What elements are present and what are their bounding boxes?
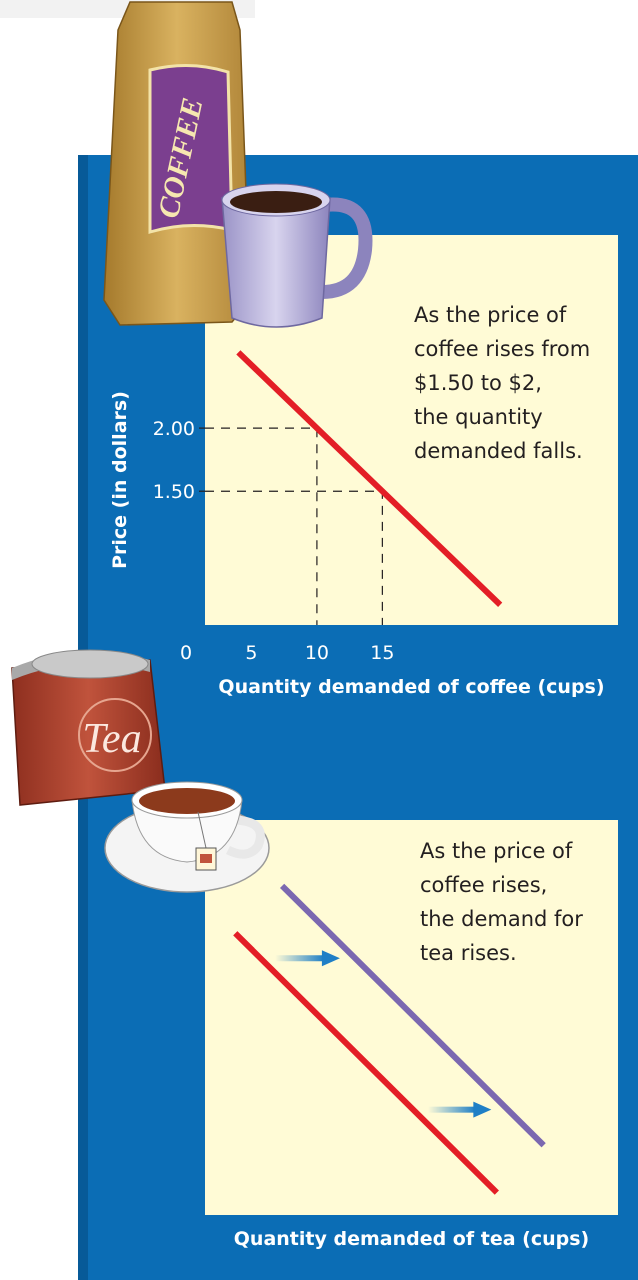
annotation: the quantity bbox=[414, 405, 543, 429]
tea-illustration: Tea bbox=[11, 649, 270, 893]
annotation: $1.50 to $2, bbox=[414, 371, 542, 395]
chart-layer: 1.50 2.00 0 5 10 15 As the price of coffee rise… bbox=[109, 303, 605, 1250]
x-tick-label: 0 bbox=[180, 642, 192, 664]
arrow-shaft bbox=[428, 1106, 476, 1113]
x-axis-title: Quantity demanded of coffee (cups) bbox=[218, 676, 604, 698]
coffee-illustration: COFFEE bbox=[103, 1, 373, 328]
y-tick-label: 1.50 bbox=[153, 481, 195, 503]
tin-label: Tea bbox=[82, 716, 141, 762]
annotation: As the price of bbox=[420, 839, 573, 863]
arrow-head bbox=[473, 1101, 492, 1118]
annotation: demanded falls. bbox=[414, 439, 583, 463]
y-axis-title: Price (in dollars) bbox=[109, 391, 131, 569]
annotation: the demand for bbox=[420, 907, 583, 931]
x-tick-label: 5 bbox=[245, 642, 257, 664]
x-tick-label: 15 bbox=[370, 642, 394, 664]
arrow-head bbox=[321, 950, 340, 967]
annotation: coffee rises, bbox=[420, 873, 547, 897]
shift-arrow bbox=[428, 1101, 492, 1118]
arrow-shaft bbox=[275, 955, 324, 962]
guide-line bbox=[205, 427, 318, 625]
demand-line bbox=[236, 350, 503, 607]
annotation: coffee rises from bbox=[414, 337, 590, 361]
shift-arrow bbox=[275, 950, 340, 967]
demand-line bbox=[279, 883, 546, 1148]
x-axis-title: Quantity demanded of tea (cups) bbox=[234, 1228, 589, 1250]
x-tick-label: 10 bbox=[305, 642, 329, 664]
demand-line bbox=[233, 931, 499, 1195]
annotation: As the price of bbox=[414, 303, 567, 327]
y-tick-label: 2.00 bbox=[153, 418, 195, 440]
annotation: tea rises. bbox=[420, 941, 517, 965]
